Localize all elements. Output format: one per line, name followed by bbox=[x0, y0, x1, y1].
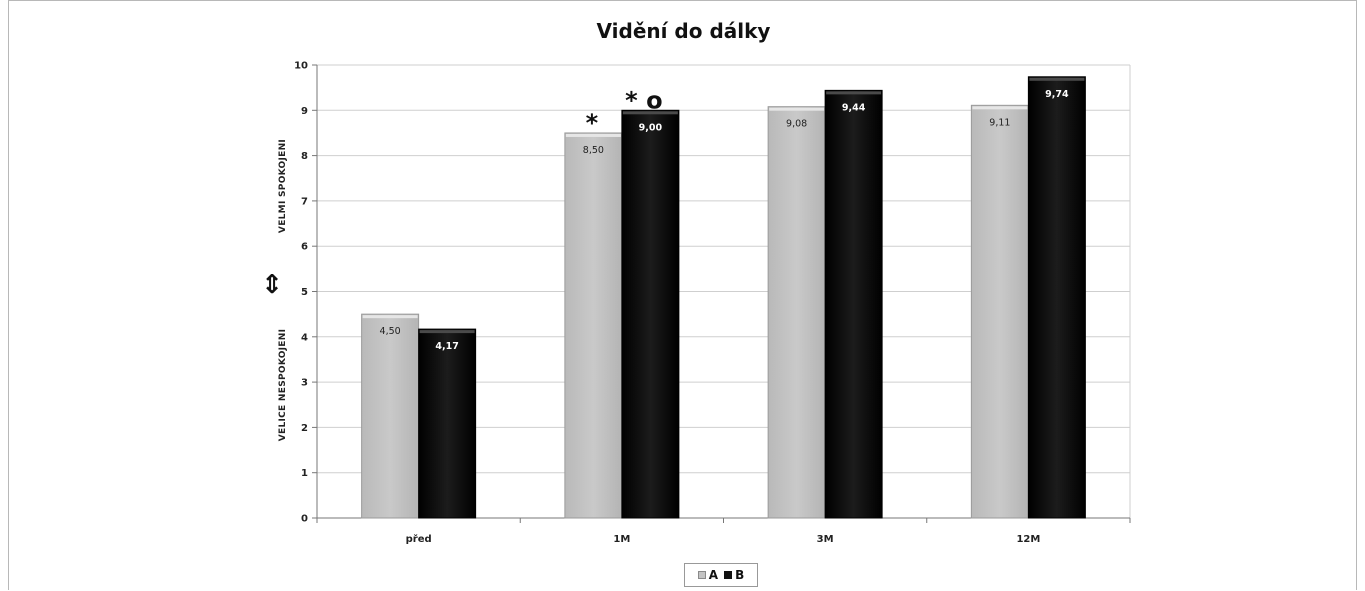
bar-bevel bbox=[1029, 77, 1085, 81]
bar-series-b bbox=[1027, 76, 1086, 519]
data-label-b: 4,17 bbox=[435, 341, 458, 352]
data-label-a: 9,08 bbox=[786, 119, 807, 130]
bar-series-a bbox=[767, 106, 826, 519]
bar-chart: 0 1 2 3 4 5 6 7 8 9 10 před 1M 3M 12M 4,50 4,17 8,50 9,00 9… bbox=[261, 61, 1131, 545]
y-axis-arrow-symbol: ⇕ bbox=[261, 270, 283, 300]
y-tick-label: 10 bbox=[294, 61, 308, 72]
y-axis-label-top: VELMI SPOKOJENI bbox=[278, 139, 288, 233]
data-label-b: 9,44 bbox=[842, 102, 866, 113]
y-tick-label: 2 bbox=[301, 423, 308, 434]
legend-label-b: B bbox=[735, 568, 745, 582]
y-tick-label: 1 bbox=[301, 468, 308, 479]
bar-bevel bbox=[622, 111, 678, 115]
y-tick-label: 5 bbox=[301, 287, 308, 298]
y-axis-label-bottom: VELICE NESPOKOJENI bbox=[278, 329, 288, 442]
y-tick-label: 0 bbox=[301, 514, 308, 525]
bar-series-b bbox=[824, 89, 883, 519]
chart-title: Vidění do dálky bbox=[596, 19, 771, 43]
x-tick-label: 12M bbox=[1016, 534, 1040, 545]
bar-series-b bbox=[621, 109, 680, 519]
legend-swatch-b bbox=[724, 571, 733, 579]
y-tick-label: 4 bbox=[301, 332, 308, 343]
y-tick-label: 7 bbox=[301, 196, 308, 207]
bar-bevel bbox=[769, 107, 825, 111]
bar-bevel bbox=[362, 315, 418, 319]
x-tick-label: 1M bbox=[613, 534, 630, 545]
legend-item-a: A bbox=[697, 568, 719, 582]
data-label-b: 9,74 bbox=[1045, 89, 1069, 100]
bar-series-b bbox=[418, 328, 477, 519]
data-label-a: 8,50 bbox=[583, 145, 604, 156]
significance-marker: * bbox=[586, 109, 599, 137]
data-label-a: 4,50 bbox=[380, 326, 401, 337]
data-label-b: 9,00 bbox=[639, 122, 663, 133]
bar-bevel bbox=[972, 106, 1028, 110]
legend: A B bbox=[684, 563, 758, 587]
y-tick-label: 6 bbox=[301, 242, 308, 253]
significance-marker: * o bbox=[625, 86, 662, 114]
bar-series-a bbox=[361, 313, 420, 519]
x-tick-label: před bbox=[406, 533, 432, 545]
y-tick-label: 3 bbox=[301, 378, 308, 389]
bar-bevel bbox=[826, 91, 882, 95]
legend-swatch-a bbox=[697, 571, 706, 579]
x-tick-label: 3M bbox=[817, 534, 834, 545]
bar-series-a bbox=[970, 104, 1029, 519]
y-tick-label: 9 bbox=[301, 106, 308, 117]
chart-frame: Vidění do dálky 0 1 2 3 4 5 6 7 8 9 10 před 1M 3M 12M 4… bbox=[8, 0, 1357, 590]
bar-bevel bbox=[419, 330, 475, 334]
legend-label-a: A bbox=[708, 568, 719, 582]
y-tick-label: 8 bbox=[301, 151, 308, 162]
bar-bevel bbox=[565, 133, 621, 137]
bar-series-a bbox=[564, 132, 623, 519]
legend-item-b: B bbox=[724, 568, 744, 582]
data-label-a: 9,11 bbox=[989, 117, 1010, 128]
